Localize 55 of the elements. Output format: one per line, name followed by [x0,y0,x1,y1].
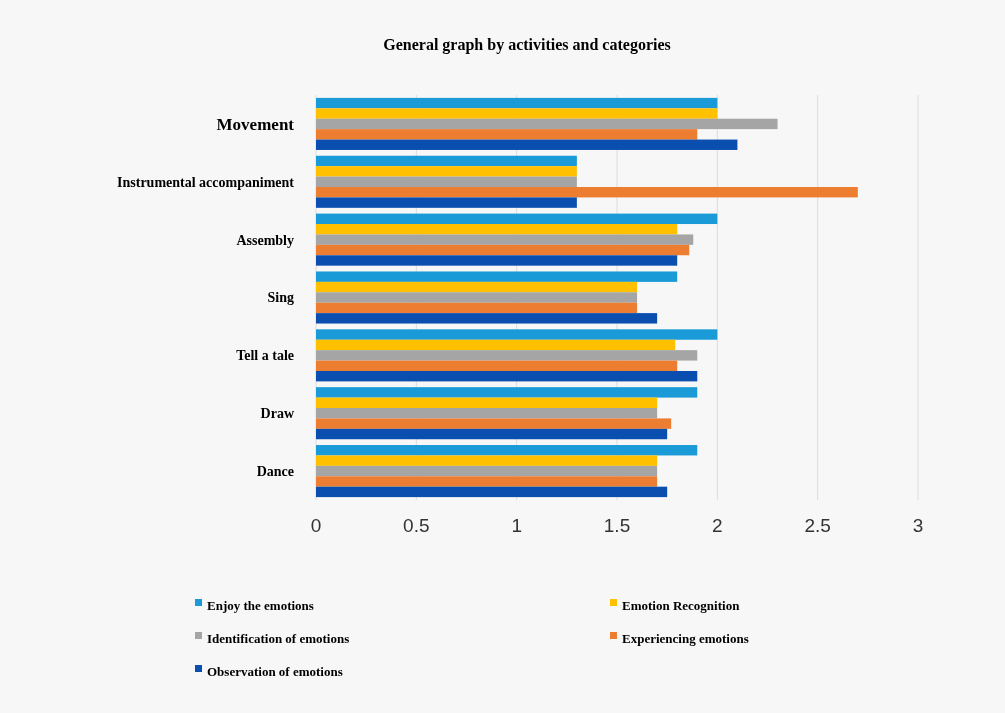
bar [316,255,678,266]
y-tick-label: Dance [256,463,294,479]
bar [316,486,668,498]
bar [316,329,718,340]
y-tick-label: Tell a tale [236,348,294,364]
bar [316,281,638,293]
bar [316,418,672,429]
legend-label: Identification of emotions [207,630,350,646]
y-tick-label: Instrumental accompaniment [117,174,295,190]
x-tick-label: 0 [310,515,322,536]
bar [316,360,678,371]
x-tick-label: 2 [712,515,723,536]
y-tick-label: Draw [260,406,295,422]
bar [316,108,718,119]
bar [316,370,698,382]
bar [316,313,658,324]
bar [316,244,690,256]
bar [316,465,658,477]
bar [316,302,638,314]
x-tick-label: 1.5 [603,515,631,536]
bar [316,118,778,130]
bar [316,176,577,187]
bar [316,97,718,109]
bar [316,339,676,351]
bar [316,271,678,282]
bar [316,428,668,440]
bar [316,397,658,409]
x-tick-label: 3 [912,515,924,536]
bar [316,129,698,140]
legend-label: Enjoy the emotions [207,597,314,613]
y-tick-label: Sing [267,290,294,306]
bar [316,455,658,466]
bar [316,197,577,208]
x-tick-label: 1 [511,515,522,536]
bar [316,213,718,225]
bar [316,476,658,487]
y-tick-label: Movement [216,114,295,134]
bar [316,350,698,361]
bar [316,155,577,167]
y-tick-label: Assembly [236,232,294,248]
bar [316,292,638,303]
legend-label: Observation of emotions [207,663,343,679]
bar [316,234,694,245]
bar [316,186,858,198]
x-tick-label: 2.5 [804,515,831,536]
bar [316,445,698,456]
bar [316,408,658,419]
bar [316,387,698,398]
legend-label: Experiencing emotions [622,630,749,646]
bar [316,166,577,177]
legend-label: Emotion Recognition [622,597,741,613]
chart-title: General graph by activities and categories [383,36,671,54]
bar [316,139,738,150]
x-tick-label: 0.5 [403,515,430,536]
bar [316,224,678,235]
